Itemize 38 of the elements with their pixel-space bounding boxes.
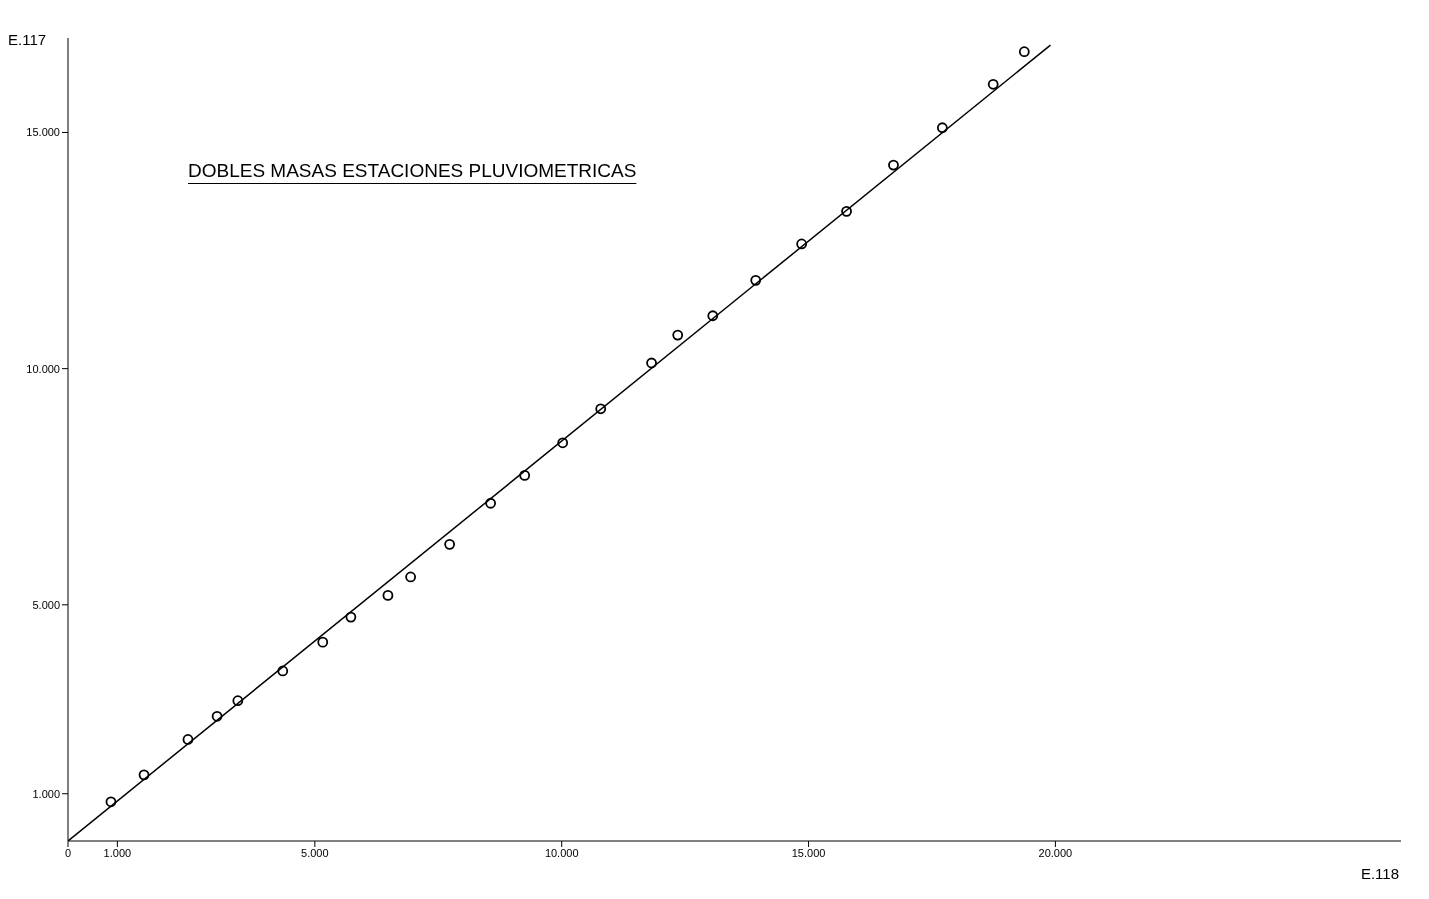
point xyxy=(1018,46,1030,58)
point xyxy=(444,538,456,550)
text: DOBLES MASAS ESTACIONES PLUVIOMETRICAS xyxy=(188,160,637,182)
x-tick-label: 0 xyxy=(64,846,72,859)
x-tick-label: 10.000 xyxy=(544,846,579,859)
point xyxy=(317,636,329,648)
point xyxy=(345,611,357,623)
y-tick-label: 5.000 xyxy=(32,598,60,611)
point xyxy=(105,796,117,808)
y-tick-label: 1.000 xyxy=(32,787,60,800)
point xyxy=(841,205,852,217)
point xyxy=(405,571,417,583)
x-axis-title: E.118 xyxy=(1360,865,1399,882)
y-axis-title: E.117 xyxy=(8,30,47,48)
point xyxy=(519,470,531,481)
point xyxy=(382,589,394,601)
point xyxy=(277,665,289,677)
point xyxy=(707,310,719,322)
x-tick-label: 1.000 xyxy=(103,846,132,859)
point xyxy=(750,274,762,286)
point xyxy=(672,329,684,341)
y-tick-label: 15.000 xyxy=(26,126,60,139)
x-tick-label: 15.000 xyxy=(791,846,826,859)
point xyxy=(987,78,999,90)
point xyxy=(888,159,899,171)
point xyxy=(646,357,657,369)
point xyxy=(557,437,569,449)
point xyxy=(232,695,244,707)
point xyxy=(182,734,194,745)
point xyxy=(485,497,497,509)
x-tick-label: 5.000 xyxy=(301,846,329,859)
point xyxy=(595,403,607,415)
point xyxy=(936,122,948,134)
point xyxy=(211,710,223,722)
point xyxy=(138,769,150,781)
x-tick-label: 20.000 xyxy=(1038,846,1073,859)
y-tick-label: 10.000 xyxy=(26,362,60,375)
point xyxy=(796,238,808,250)
